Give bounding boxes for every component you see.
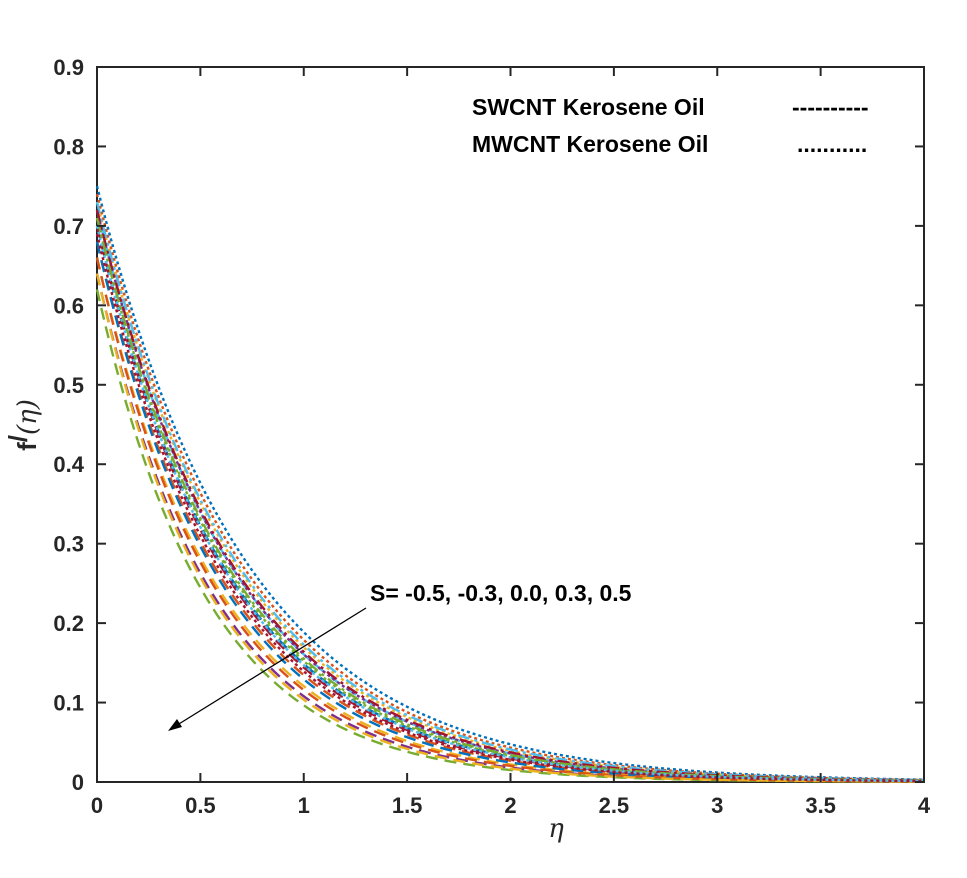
legend: SWCNT Kerosene Oil ---------- MWCNT Kero… xyxy=(472,94,869,157)
series-line-14 xyxy=(95,217,925,783)
y-tick-label: 0.3 xyxy=(53,532,84,557)
y-axis-label-prime: / xyxy=(3,435,33,442)
legend-entry-swcnt-style: ---------- xyxy=(792,94,869,120)
y-tick-label: 0.7 xyxy=(53,214,84,239)
legend-entry-mwcnt-label: MWCNT Kerosene Oil xyxy=(472,131,708,157)
y-tick-labels: 0 0.1 0.2 0.3 0.4 0.5 0.6 0.7 0.8 0.9 xyxy=(53,55,84,795)
series-line-10 xyxy=(95,185,925,781)
series-line-17 xyxy=(95,217,925,782)
x-tick-label: 1.5 xyxy=(392,793,423,818)
x-tick-label: 2.5 xyxy=(599,793,630,818)
y-tick-label: 0.4 xyxy=(53,452,84,477)
y-axis-label-main: f xyxy=(12,442,42,451)
legend-entry-mwcnt-style: ........... xyxy=(797,131,867,157)
annotation-arrow-head xyxy=(168,719,182,731)
series-line-16 xyxy=(95,209,925,782)
annotation-text: S= -0.5, -0.3, 0.0, 0.3, 0.5 xyxy=(370,580,632,606)
x-tick-label: 2 xyxy=(504,793,516,818)
series-layer xyxy=(95,185,925,783)
series-line-15 xyxy=(95,201,925,782)
y-tick-label: 0.6 xyxy=(53,293,84,318)
x-tick-label: 4 xyxy=(918,793,931,818)
y-tick-label: 0.2 xyxy=(53,611,84,636)
series-line-2 xyxy=(95,257,925,783)
x-axis-label: η xyxy=(548,814,564,844)
y-tick-label: 0.5 xyxy=(53,373,84,398)
series-line-11 xyxy=(95,193,925,782)
x-tick-label: 1 xyxy=(298,793,310,818)
y-tick-label: 0.8 xyxy=(53,134,84,159)
x-tick-labels: 0 0.5 1 1.5 2 2.5 3 3.5 4 xyxy=(91,793,931,818)
legend-entry-swcnt-label: SWCNT Kerosene Oil xyxy=(472,94,705,120)
y-tick-label: 0.1 xyxy=(53,691,84,716)
plot-frame xyxy=(96,66,925,783)
x-tick-label: 3 xyxy=(711,793,723,818)
x-tick-label: 3.5 xyxy=(805,793,836,818)
x-tick-label: 0 xyxy=(91,793,103,818)
series-line-1 xyxy=(95,241,925,783)
series-line-19 xyxy=(95,233,925,783)
series-line-18 xyxy=(95,225,925,783)
series-line-9 xyxy=(95,273,925,783)
series-line-7 xyxy=(95,241,925,783)
svg-text:f/(η): f/(η) xyxy=(3,399,43,451)
y-axis-label: f/(η) xyxy=(3,399,43,451)
series-line-3 xyxy=(95,273,925,783)
series-line-13 xyxy=(95,209,925,782)
y-tick-label: 0.9 xyxy=(53,55,84,80)
ticks-layer xyxy=(96,66,925,783)
series-line-12 xyxy=(95,201,925,782)
series-line-5 xyxy=(95,209,925,782)
y-axis-label-rest: (η) xyxy=(13,399,43,435)
x-tick-label: 0.5 xyxy=(185,793,216,818)
series-line-8 xyxy=(95,257,925,783)
y-tick-label: 0 xyxy=(72,770,84,795)
annotation-arrow-line xyxy=(173,607,367,728)
